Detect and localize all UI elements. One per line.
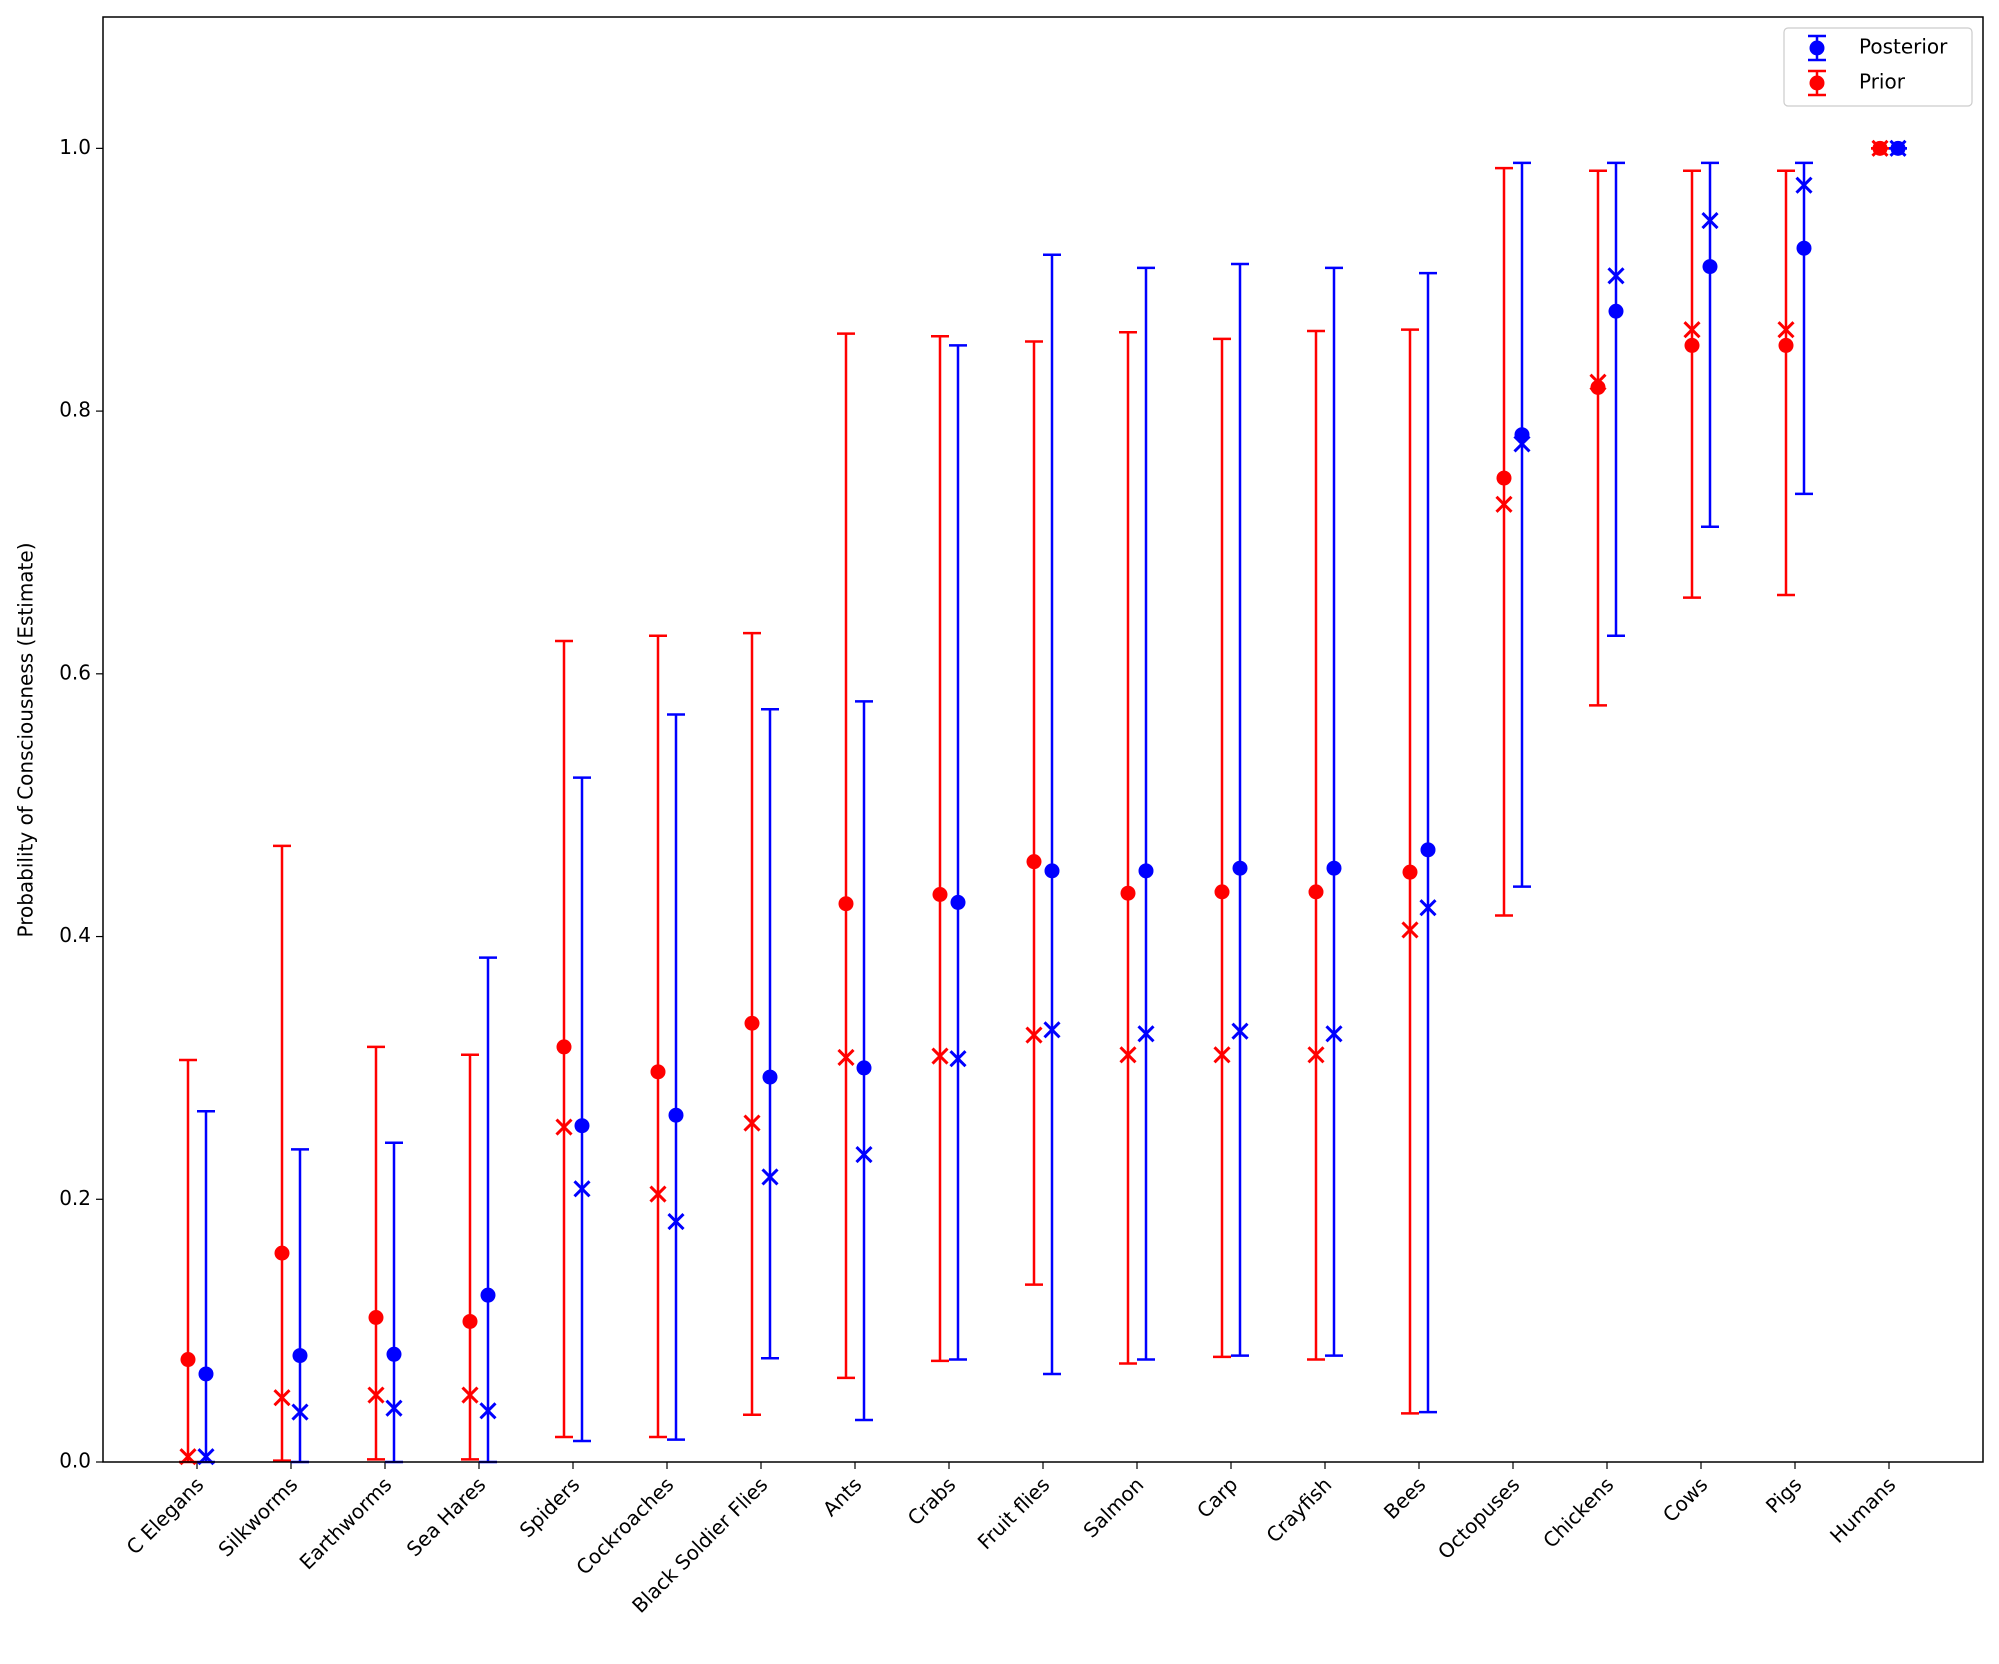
- median-marker: [1419, 899, 1437, 917]
- median-marker: [1513, 435, 1531, 453]
- legend-label: Posterior: [1859, 35, 1948, 59]
- legend-swatch: [1809, 75, 1825, 91]
- median-marker: [1231, 1022, 1249, 1040]
- median-marker: [1119, 1046, 1137, 1064]
- median-marker: [1889, 139, 1907, 157]
- legend-swatch: [1809, 40, 1825, 56]
- legend-label: Prior: [1859, 70, 1906, 94]
- median-marker: [1137, 1025, 1155, 1043]
- mean-dot: [1120, 885, 1136, 901]
- mean-dot: [1232, 860, 1248, 876]
- median-marker: [837, 1048, 855, 1066]
- mean-dot: [1044, 863, 1060, 879]
- mean-dot: [1308, 884, 1324, 900]
- median-marker: [761, 1168, 779, 1186]
- mean-dot: [1420, 842, 1436, 858]
- mean-dot: [1138, 863, 1154, 879]
- mean-dot: [1326, 860, 1342, 876]
- median-marker: [1795, 176, 1813, 194]
- median-marker: [1683, 321, 1701, 339]
- mean-dot: [556, 1039, 572, 1055]
- mean-dot: [1796, 240, 1812, 256]
- mean-dot: [1684, 337, 1700, 353]
- mean-dot: [932, 887, 948, 903]
- median-marker: [555, 1118, 573, 1136]
- mean-dot: [292, 1348, 308, 1364]
- median-marker: [949, 1050, 967, 1068]
- mean-dot: [950, 894, 966, 910]
- mean-dot: [1608, 303, 1624, 319]
- median-marker: [743, 1114, 761, 1132]
- median-marker: [273, 1389, 291, 1407]
- mean-dot: [180, 1352, 196, 1368]
- median-marker: [667, 1213, 685, 1231]
- mean-dot: [368, 1310, 384, 1325]
- median-marker: [291, 1403, 309, 1421]
- mean-dot: [650, 1064, 666, 1080]
- mean-dot: [386, 1346, 402, 1362]
- median-marker: [649, 1185, 667, 1203]
- mean-dot: [762, 1069, 778, 1085]
- mean-dot: [1402, 864, 1418, 880]
- mean-dot: [1590, 379, 1606, 395]
- median-marker: [1213, 1046, 1231, 1064]
- median-marker: [1701, 212, 1719, 230]
- median-marker: [461, 1386, 479, 1404]
- median-marker: [1777, 321, 1795, 339]
- median-marker: [1307, 1046, 1325, 1064]
- median-marker: [367, 1386, 385, 1404]
- y-tick-label: 1.0: [59, 135, 91, 159]
- mean-dot: [668, 1107, 684, 1123]
- mean-dot: [1214, 884, 1230, 900]
- y-tick-label: 0.8: [59, 398, 91, 422]
- median-marker: [1495, 495, 1513, 513]
- median-marker: [573, 1180, 591, 1198]
- mean-dot: [744, 1015, 760, 1031]
- median-marker: [479, 1402, 497, 1420]
- mean-dot: [838, 896, 854, 912]
- median-marker: [1607, 267, 1625, 285]
- median-marker: [1325, 1025, 1343, 1043]
- mean-dot: [856, 1060, 872, 1076]
- y-tick-label: 0.4: [59, 923, 91, 947]
- median-marker: [931, 1047, 949, 1065]
- legend-box: [1783, 27, 1973, 107]
- y-tick-label: 0.2: [59, 1186, 91, 1210]
- mean-dot: [274, 1245, 290, 1261]
- mean-dot: [480, 1287, 496, 1303]
- median-marker: [1871, 139, 1889, 157]
- median-marker: [385, 1399, 403, 1417]
- median-marker: [1589, 373, 1607, 391]
- y-axis-label: Probability of Consciousness (Estimate): [14, 542, 38, 937]
- mean-dot: [1496, 470, 1512, 486]
- mean-dot: [1702, 259, 1718, 275]
- mean-dot: [574, 1118, 590, 1134]
- mean-dot: [1026, 854, 1042, 870]
- mean-dot: [1778, 337, 1794, 353]
- plot-frame: [102, 16, 1984, 1463]
- mean-dot: [462, 1313, 478, 1329]
- median-marker: [1043, 1021, 1061, 1039]
- y-tick-label: 0.6: [59, 660, 91, 684]
- median-marker: [855, 1146, 873, 1164]
- median-marker: [1025, 1026, 1043, 1044]
- mean-dot: [198, 1366, 214, 1382]
- median-marker: [1401, 921, 1419, 939]
- y-tick-label: 0.0: [59, 1449, 91, 1473]
